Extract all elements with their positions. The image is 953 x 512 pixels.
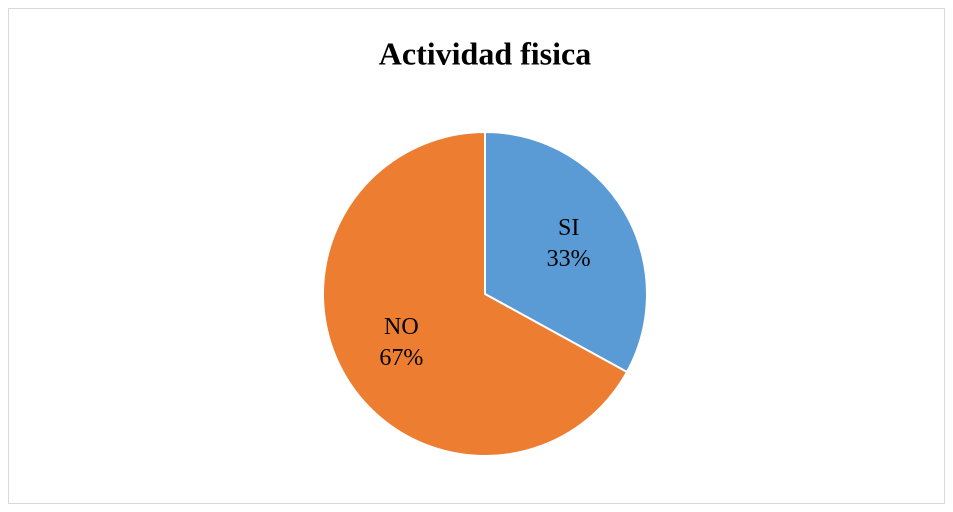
slice-category: NO bbox=[384, 314, 419, 340]
slice-value-label: 33% bbox=[547, 246, 591, 272]
pie-slice bbox=[322, 130, 629, 457]
slice-category: SI bbox=[558, 215, 579, 241]
chart-title: Actividad fisica bbox=[379, 35, 591, 71]
pie-slice bbox=[484, 130, 648, 374]
slice-value-label: 67% bbox=[379, 345, 423, 371]
